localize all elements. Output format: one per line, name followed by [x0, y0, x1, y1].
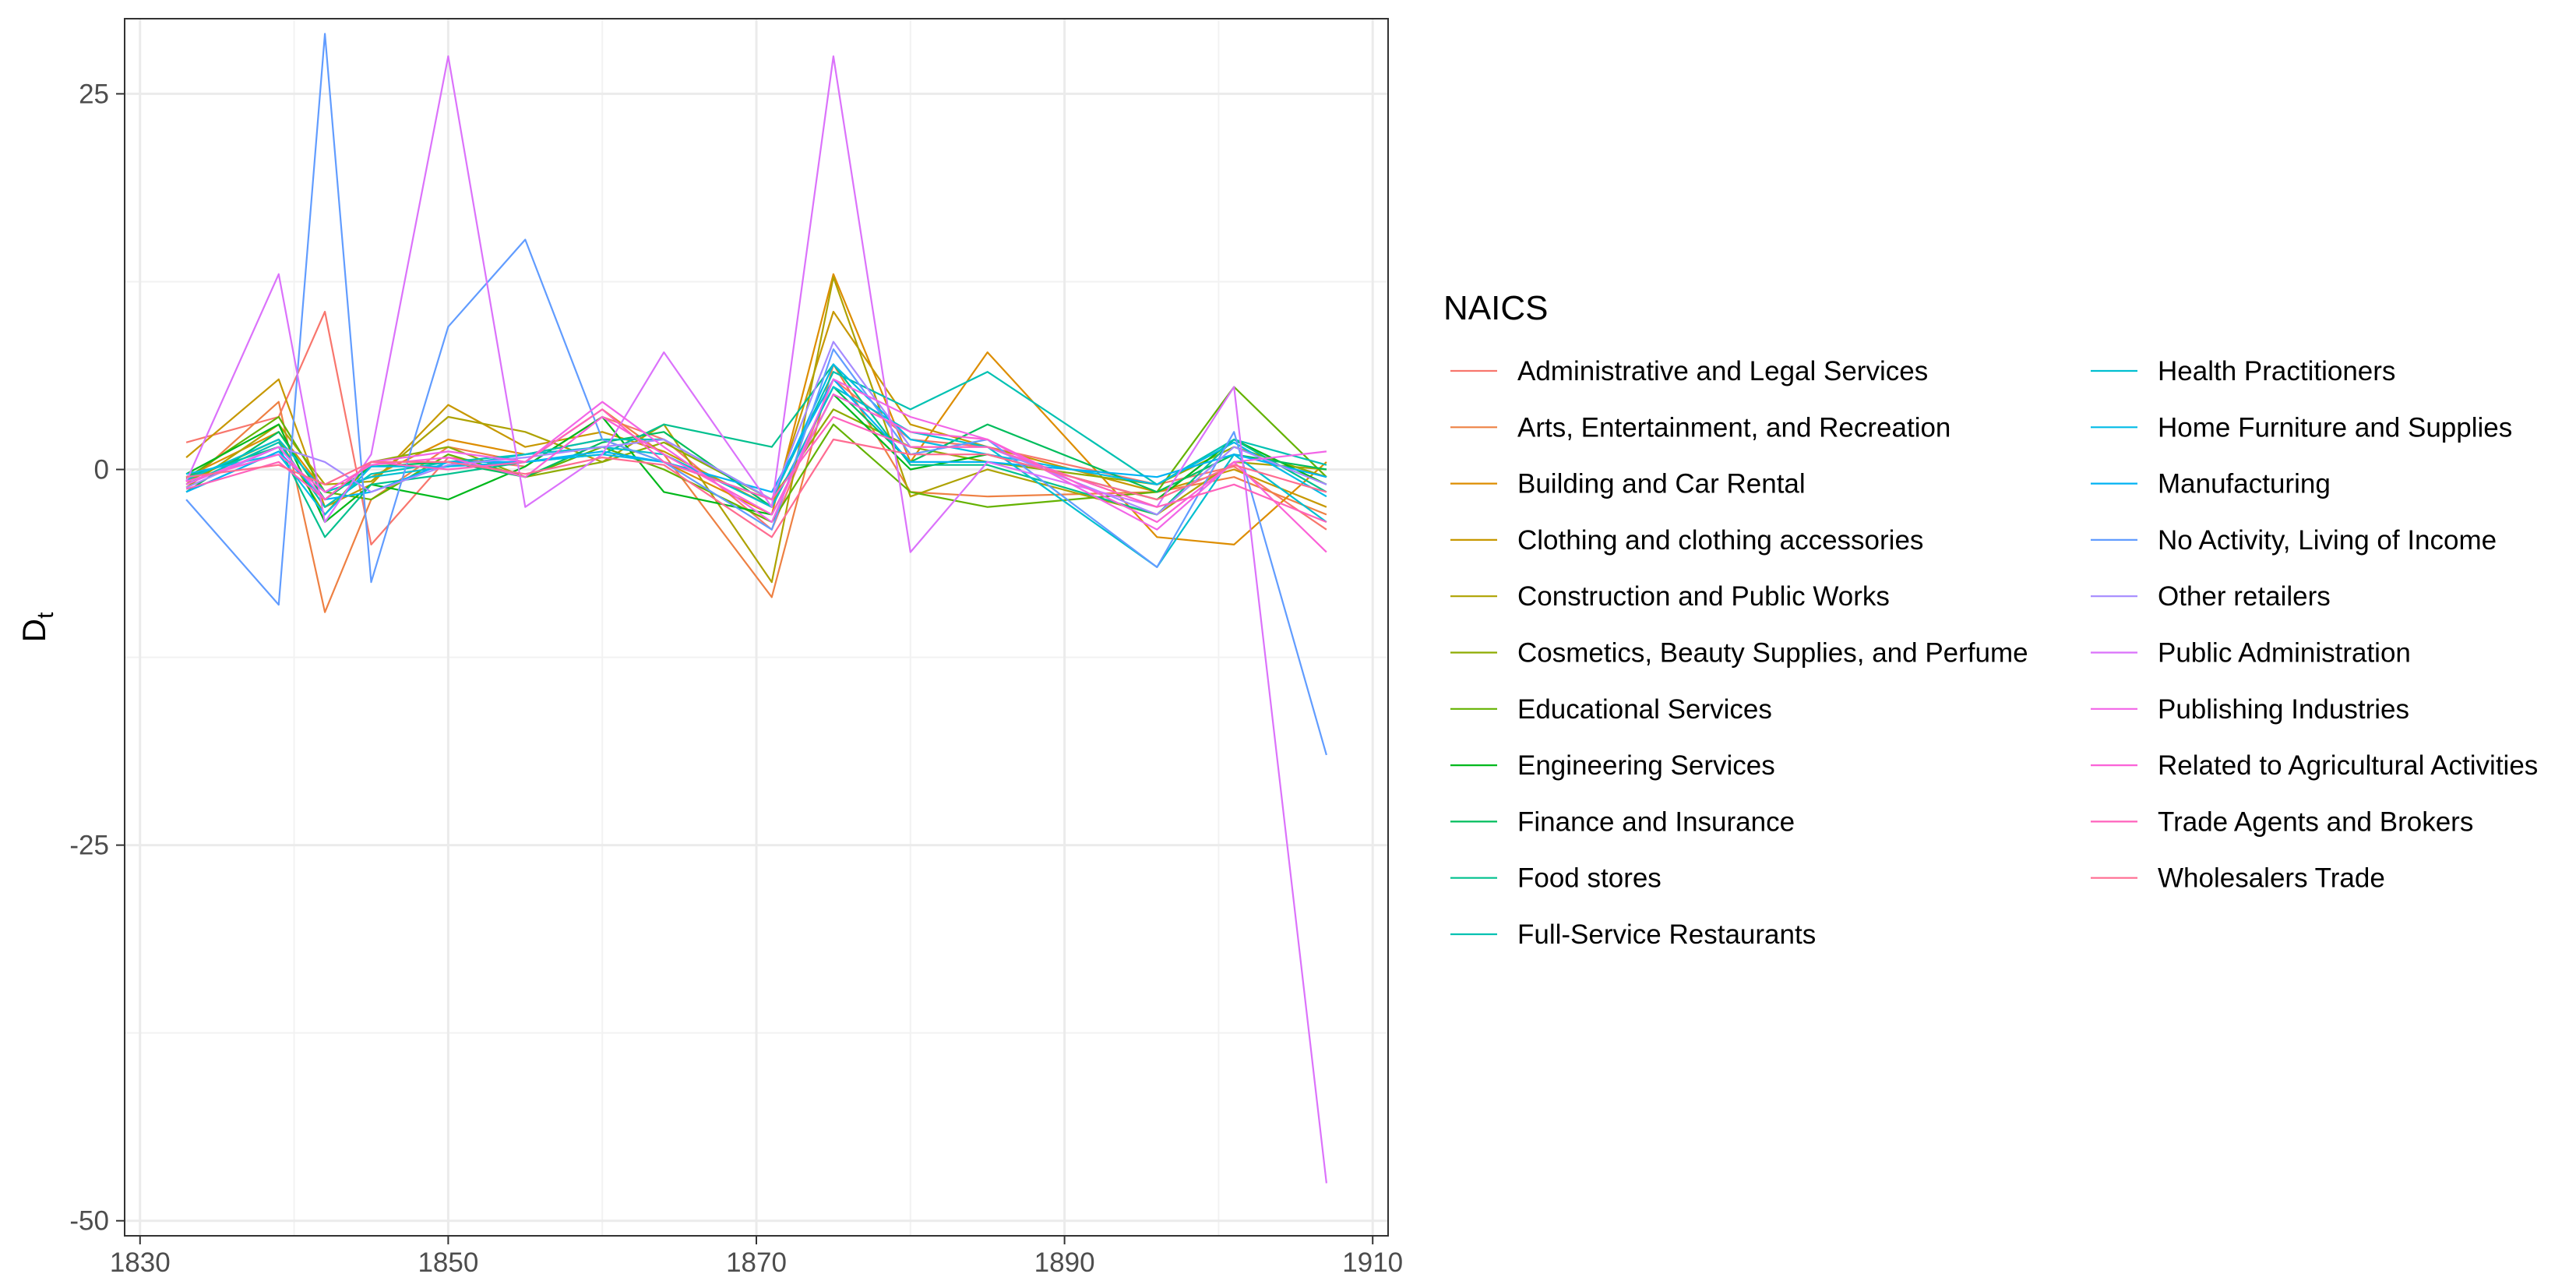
series-line-9 [185, 386, 1327, 508]
legend-label: Public Administration [2158, 638, 2411, 669]
legend-label: Finance and Insurance [1517, 806, 1795, 837]
grid-lines [125, 19, 1388, 1236]
legend-label: Building and Car Rental [1517, 469, 1806, 499]
series-line-17 [185, 55, 1327, 1184]
y-tick-label: -50 [69, 1206, 109, 1237]
legend-label: Trade Agents and Brokers [2158, 806, 2473, 837]
x-tick-label: 1910 [1342, 1247, 1403, 1278]
series-line-19 [185, 393, 1327, 553]
legend-label: Administrative and Legal Services [1517, 356, 1928, 386]
x-tick-label: 1870 [726, 1247, 787, 1278]
y-axis-title: Dt [16, 612, 58, 642]
legend-label: Construction and Public Works [1517, 581, 1890, 612]
legend-label: Engineering Services [1517, 750, 1775, 781]
series-line-21 [185, 438, 1327, 538]
legend-label: Publishing Industries [2158, 694, 2409, 725]
y-axis-title-main: D [16, 619, 52, 642]
legend-label: Clothing and clothing accessories [1517, 525, 1923, 556]
legend: NAICS Administrative and Legal Services A… [1443, 289, 2538, 950]
series-lines [185, 33, 1327, 1184]
y-tick-label: -25 [69, 831, 109, 861]
x-tick-label: 1830 [110, 1247, 171, 1278]
legend-label: Manufacturing [2158, 469, 2331, 499]
legend-label: Full-Service Restaurants [1517, 919, 1816, 950]
legend-label: Cosmetics, Beauty Supplies, and Perfume [1517, 638, 2028, 669]
x-tick-label: 1850 [418, 1247, 478, 1278]
series-line-7 [185, 386, 1327, 524]
series-line-20 [185, 408, 1327, 524]
y-axis-title-subscript: t [33, 612, 58, 619]
legend-label: Food stores [1517, 863, 1662, 894]
x-tick-label: 1890 [1034, 1247, 1095, 1278]
legend-label: Other retailers [2158, 581, 2331, 612]
legend-label: Arts, Entertainment, and Recreation [1517, 412, 1951, 443]
legend-label: Home Furniture and Supplies [2158, 412, 2512, 443]
y-tick-label: 25 [79, 79, 109, 109]
legend-label: Wholesalers Trade [2158, 863, 2385, 894]
legend-title: NAICS [1443, 289, 1548, 327]
legend-label: Related to Agricultural Activities [2158, 750, 2538, 781]
y-tick-label: 0 [94, 455, 109, 485]
legend-label: Health Practitioners [2158, 356, 2395, 386]
legend-label: Educational Services [1517, 694, 1772, 725]
series-line-10 [185, 363, 1327, 538]
axes: 1830 1850 1870 1890 1910 -50 -25 0 25 [69, 79, 1403, 1278]
legend-label: No Activity, Living of Income [2158, 525, 2497, 556]
